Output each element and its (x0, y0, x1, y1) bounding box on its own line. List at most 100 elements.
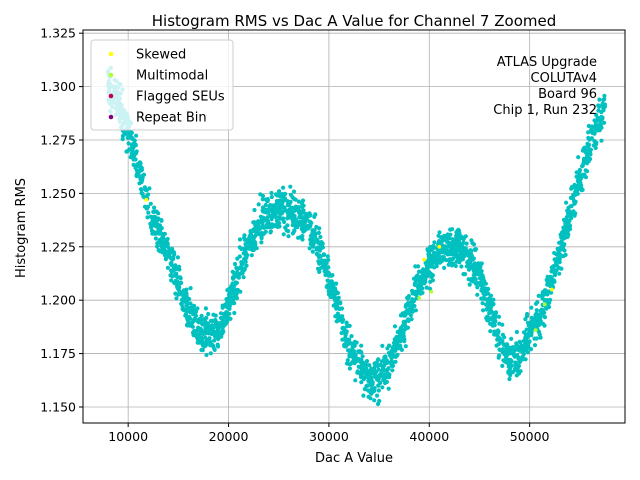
scatter-point (181, 299, 186, 304)
scatter-point (230, 275, 236, 280)
scatter-point (256, 202, 261, 207)
scatter-point (277, 215, 282, 220)
scatter-point (560, 241, 565, 246)
scatter-point (496, 314, 502, 319)
scatter-point (304, 214, 309, 219)
scatter-point (161, 236, 166, 241)
scatter-point (481, 308, 486, 313)
scatter-point (511, 353, 516, 358)
scatter-point (455, 236, 460, 241)
scatter-point (200, 339, 205, 344)
scatter-point (469, 238, 474, 243)
scatter-point (477, 280, 483, 285)
scatter-point (277, 203, 283, 208)
scatter-point (574, 188, 580, 193)
scatter-point (445, 240, 450, 245)
scatter-point (259, 236, 264, 241)
scatter-point (543, 298, 549, 303)
scatter-point (445, 252, 450, 257)
scatter-point (524, 327, 529, 332)
scatter-point (532, 343, 538, 348)
scatter-point (375, 393, 380, 398)
scatter-point (210, 323, 215, 328)
scatter-point (586, 123, 592, 129)
scatter-point (571, 192, 576, 197)
scatter-point (293, 217, 298, 222)
scatter-point (234, 295, 239, 300)
scatter-point (572, 201, 578, 206)
flag-point (549, 287, 554, 292)
scatter-point (291, 189, 297, 194)
scatter-point (432, 240, 437, 245)
x-tick-label: 20000 (209, 429, 249, 444)
scatter-point (483, 281, 488, 286)
scatter-point (252, 207, 257, 213)
scatter-point (545, 281, 550, 286)
flag-point (417, 296, 422, 300)
scatter-point (164, 251, 169, 256)
scatter-point (233, 280, 238, 285)
scatter-point (547, 300, 552, 305)
scatter-point (399, 337, 405, 342)
scatter-point (320, 262, 326, 267)
scatter-point (244, 263, 249, 268)
scatter-point (212, 338, 217, 343)
scatter-point (184, 293, 189, 298)
scatter-point (457, 241, 462, 246)
scatter-point (369, 368, 374, 373)
scatter-point (362, 387, 367, 392)
scatter-point (155, 218, 160, 223)
scatter-point (392, 348, 397, 353)
scatter-point (534, 311, 539, 316)
flag-series-1 (417, 289, 547, 332)
scatter-point (592, 131, 597, 136)
scatter-point (514, 329, 520, 335)
scatter-point (163, 257, 168, 262)
scatter-point (345, 358, 350, 363)
scatter-point (209, 318, 214, 323)
scatter-point (601, 97, 606, 103)
scatter-point (557, 251, 562, 257)
scatter-point (566, 223, 571, 228)
scatter-point (415, 276, 420, 282)
scatter-point (300, 237, 305, 242)
scatter-point (286, 234, 291, 239)
scatter-point (188, 310, 193, 315)
scatter-point (503, 355, 509, 360)
scatter-point (290, 217, 295, 223)
scatter-point (274, 198, 280, 204)
scatter-point (438, 256, 443, 261)
scatter-point (159, 217, 164, 223)
scatter-point (169, 278, 174, 283)
scatter-point (310, 249, 315, 254)
scatter-point (534, 315, 539, 320)
chart-title: Histogram RMS vs Dac A Value for Channel… (152, 12, 557, 30)
scatter-point (283, 225, 288, 230)
scatter-point (443, 236, 448, 241)
scatter-point (190, 330, 196, 335)
scatter-point (233, 290, 238, 296)
scatter-point (522, 342, 527, 347)
legend-marker (108, 51, 114, 57)
scatter-point (192, 303, 197, 308)
scatter-point (156, 211, 161, 216)
scatter-point (300, 223, 305, 228)
scatter-point (309, 236, 314, 242)
scatter-point (175, 255, 180, 260)
scatter-point (408, 313, 413, 318)
scatter-point (210, 342, 215, 347)
scatter-point (427, 252, 432, 257)
scatter-point (376, 377, 381, 382)
scatter-point (254, 224, 259, 230)
scatter-point (147, 186, 152, 191)
scatter-point (348, 352, 353, 357)
scatter-point (199, 313, 204, 318)
y-axis-label: Histogram RMS (14, 178, 29, 278)
scatter-point (248, 232, 253, 237)
scatter-point (329, 279, 334, 284)
scatter-point (308, 233, 314, 238)
scatter-point (291, 221, 296, 226)
scatter-point (523, 357, 528, 362)
scatter-point (476, 272, 481, 277)
scatter-point (565, 218, 570, 223)
